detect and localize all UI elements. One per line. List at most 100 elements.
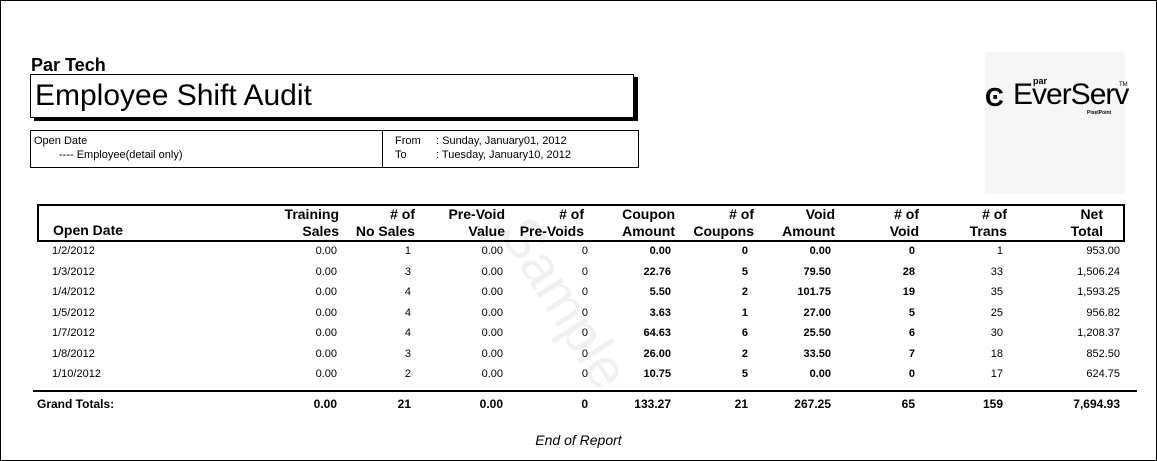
cell-training-sales: 0.00 bbox=[315, 245, 337, 257]
table-row: 1/8/2012 0.00 3 0.00 0 26.00 2 33.50 7 18 852.50 bbox=[0, 348, 1157, 368]
col-header-no-sales: # of No Sales bbox=[355, 206, 415, 239]
total-void: 65 bbox=[901, 397, 915, 411]
cell-coupon-amount: 3.63 bbox=[649, 306, 671, 319]
from-label: From bbox=[395, 135, 421, 147]
cell-no-sales: 4 bbox=[404, 286, 411, 298]
total-pre-voids: 0 bbox=[581, 397, 588, 411]
cell-open-date: 1/10/2012 bbox=[52, 368, 101, 380]
cell-training-sales: 0.00 bbox=[315, 368, 337, 380]
table-row: 1/5/2012 0.00 4 0.00 0 3.63 1 27.00 5 25 956.82 bbox=[0, 307, 1157, 327]
cell-open-date: 1/4/2012 bbox=[52, 286, 95, 298]
col-header-void: # of Void bbox=[889, 206, 919, 239]
cell-coupons: 1 bbox=[741, 306, 748, 319]
table-row: 1/3/2012 0.00 3 0.00 0 22.76 5 79.50 28 33 1,506.2… bbox=[0, 266, 1157, 286]
cell-coupon-amount: 64.63 bbox=[643, 327, 671, 339]
cell-coupon-amount: 22.76 bbox=[643, 265, 671, 278]
col-header-trans: # of Trans bbox=[969, 206, 1007, 239]
company-name: Par Tech bbox=[31, 55, 106, 75]
cell-void-amount: 101.75 bbox=[797, 286, 831, 298]
total-trans: 159 bbox=[982, 397, 1003, 411]
cell-coupons: 6 bbox=[741, 327, 748, 339]
logo-subbrand: PixelPoint bbox=[1087, 110, 1112, 116]
everserv-logo: Ͼ par EverServ TM PixelPoint bbox=[985, 52, 1129, 194]
cell-trans: 25 bbox=[990, 306, 1003, 319]
cell-trans: 18 bbox=[990, 347, 1003, 360]
cell-pre-voids: 0 bbox=[581, 347, 588, 360]
cell-coupons: 2 bbox=[741, 286, 748, 298]
from-value: : Sunday, January01, 2012 bbox=[436, 135, 567, 147]
cell-open-date: 1/8/2012 bbox=[52, 347, 95, 360]
cell-void-amount: 79.50 bbox=[803, 265, 831, 278]
cell-trans: 30 bbox=[990, 327, 1003, 339]
cell-training-sales: 0.00 bbox=[315, 347, 337, 360]
col-header-net-total: Net Total bbox=[1070, 206, 1103, 239]
title-box: Employee Shift Audit bbox=[30, 74, 634, 118]
cell-void-amount: 0.00 bbox=[809, 368, 831, 380]
cell-void: 5 bbox=[908, 306, 915, 319]
cell-net-total: 852.50 bbox=[1086, 347, 1120, 360]
cell-coupons: 5 bbox=[741, 265, 748, 278]
cell-net-total: 956.82 bbox=[1086, 306, 1120, 319]
total-training-sales: 0.00 bbox=[313, 397, 337, 411]
col-header-coupons: # of Coupons bbox=[693, 206, 754, 239]
col-header-void-amount: Void Amount bbox=[782, 206, 835, 239]
total-coupons: 21 bbox=[734, 397, 748, 411]
cell-no-sales: 1 bbox=[404, 245, 411, 257]
cell-trans: 35 bbox=[990, 286, 1003, 298]
col-header-pre-void-value: Pre-Void Value bbox=[448, 206, 505, 239]
cell-void-amount: 33.50 bbox=[803, 347, 831, 360]
cell-no-sales: 4 bbox=[404, 306, 411, 319]
col-header-training-sales: Training Sales bbox=[284, 206, 339, 239]
cell-pre-void-value: 0.00 bbox=[481, 368, 503, 380]
col-header-open-date: Open Date bbox=[53, 222, 124, 238]
cell-void-amount: 27.00 bbox=[803, 306, 831, 319]
col-header-pre-voids: # of Pre-Voids bbox=[519, 206, 584, 239]
grand-totals-row: Grand Totals: 0.00 21 0.00 0 133.27 21 2… bbox=[0, 397, 1157, 417]
cell-trans: 33 bbox=[990, 265, 1003, 278]
cell-net-total: 1,593.25 bbox=[1077, 286, 1120, 298]
cell-pre-void-value: 0.00 bbox=[481, 265, 503, 278]
cell-pre-void-value: 0.00 bbox=[481, 327, 503, 339]
logo-par: par bbox=[1033, 76, 1048, 86]
total-no-sales: 21 bbox=[397, 397, 411, 411]
cell-pre-void-value: 0.00 bbox=[481, 286, 503, 298]
cell-void: 7 bbox=[908, 347, 915, 360]
cell-training-sales: 0.00 bbox=[315, 286, 337, 298]
cell-training-sales: 0.00 bbox=[315, 306, 337, 319]
col-header-coupon-amount: Coupon Amount bbox=[622, 206, 675, 239]
cell-net-total: 1,208.37 bbox=[1077, 327, 1120, 339]
cell-open-date: 1/2/2012 bbox=[52, 245, 95, 257]
cell-void: 19 bbox=[902, 286, 915, 298]
cell-training-sales: 0.00 bbox=[315, 327, 337, 339]
cell-void: 0 bbox=[908, 245, 915, 257]
parameters-box: Open Date ---- Employee(detail only) Fro… bbox=[30, 130, 639, 168]
table-row: 1/2/2012 0.00 1 0.00 0 0.00 0 0.00 0 1 953.00 bbox=[0, 245, 1157, 265]
cell-coupon-amount: 26.00 bbox=[643, 347, 671, 360]
table-header: Open Date Training Sales # of No Sales Pre… bbox=[37, 204, 1125, 242]
table-row: 1/4/2012 0.00 4 0.00 0 5.50 2 101.75 19 35 1,593.2… bbox=[0, 286, 1157, 306]
total-pre-void-value: 0.00 bbox=[479, 397, 503, 411]
to-label: To bbox=[395, 149, 407, 161]
cell-coupon-amount: 0.00 bbox=[649, 245, 671, 257]
end-of-report: End of Report bbox=[535, 432, 622, 448]
table-row: 1/10/2012 0.00 2 0.00 0 10.75 5 0.00 0 17 624.75 bbox=[0, 368, 1157, 388]
cell-pre-voids: 0 bbox=[581, 286, 588, 298]
cell-void: 0 bbox=[908, 368, 915, 380]
cell-no-sales: 2 bbox=[404, 368, 411, 380]
cell-net-total: 953.00 bbox=[1086, 245, 1120, 257]
cell-open-date: 1/7/2012 bbox=[52, 327, 95, 339]
cell-pre-voids: 0 bbox=[581, 306, 588, 319]
logo-brand: EverServ bbox=[1013, 78, 1129, 111]
cell-pre-void-value: 0.00 bbox=[481, 306, 503, 319]
cell-void-amount: 25.50 bbox=[803, 327, 831, 339]
cell-pre-void-value: 0.00 bbox=[481, 245, 503, 257]
cell-no-sales: 3 bbox=[404, 265, 411, 278]
cell-void-amount: 0.00 bbox=[809, 245, 831, 257]
cell-pre-voids: 0 bbox=[581, 327, 588, 339]
cell-open-date: 1/5/2012 bbox=[52, 306, 95, 319]
cell-void: 6 bbox=[908, 327, 915, 339]
cell-coupons: 2 bbox=[741, 347, 748, 360]
cell-trans: 17 bbox=[990, 368, 1003, 380]
grouping-detail: ---- Employee(detail only) bbox=[59, 149, 183, 161]
totals-label: Grand Totals: bbox=[37, 397, 115, 411]
